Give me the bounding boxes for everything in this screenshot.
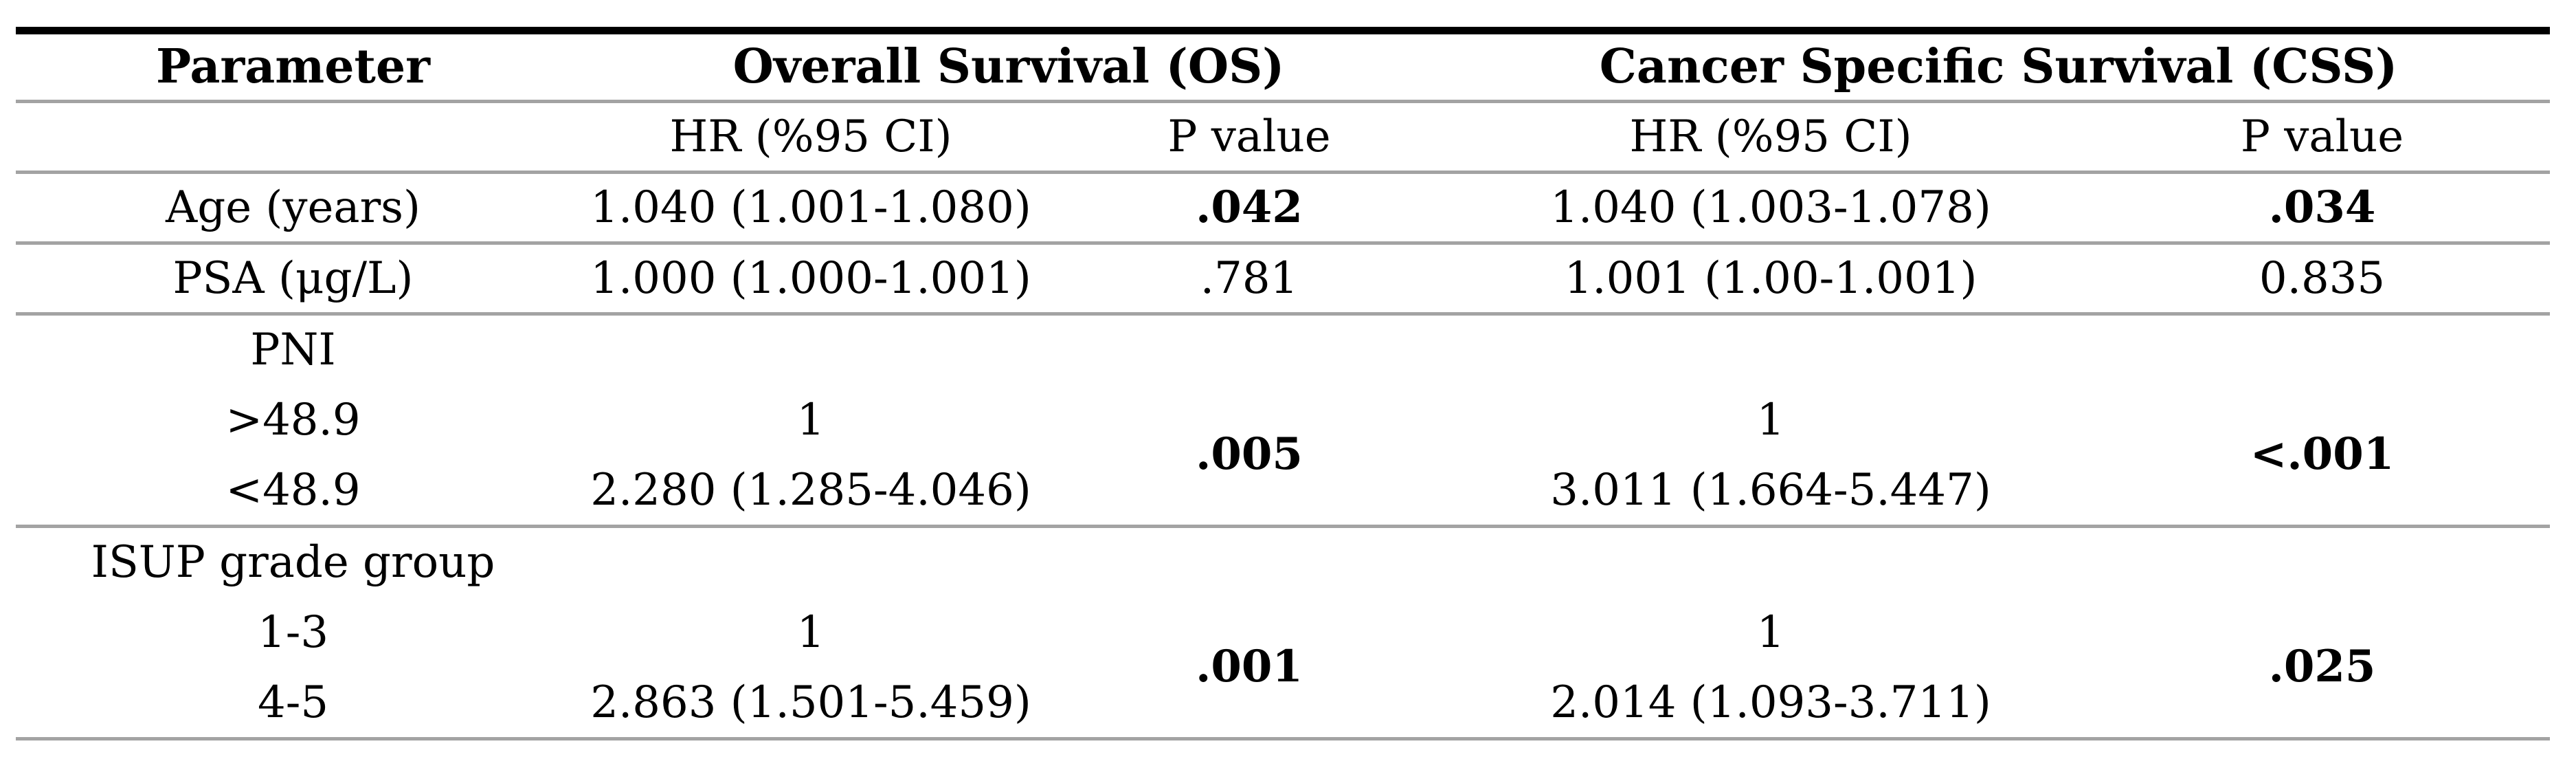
psa-css-hr: 1.001 (1.00-1.001): [1564, 252, 1978, 304]
psa-os-hr: 1.000 (1.000-1.001): [590, 252, 1031, 304]
psa-parameter-label: PSA (μg/L): [172, 252, 414, 304]
isup-os-pvalue-empty: [1051, 527, 1447, 597]
isup-os-pvalue: .001: [1196, 641, 1303, 693]
pni-gt489-label: >48.9: [225, 394, 361, 446]
row-age: Age (years) 1.040 (1.001-1.080) .042 1.0…: [16, 173, 2551, 243]
age-os-pvalue: .042: [1196, 181, 1303, 233]
pni-os-hr-empty: [570, 314, 1051, 385]
pni-os-pvalue-empty: [1051, 314, 1447, 385]
isup-13-os-hr: 1: [796, 606, 825, 658]
isup-13-label: 1-3: [257, 606, 329, 658]
subheader-css-pvalue: P value: [2240, 111, 2404, 162]
pni-os-pvalue: .005: [1196, 428, 1303, 481]
isup-css-hr-empty: [1447, 527, 2094, 597]
age-css-pvalue: .034: [2268, 181, 2376, 233]
isup-13-css-hr: 1: [1756, 606, 1785, 658]
psa-os-pvalue: .781: [1200, 252, 1299, 304]
header-overall-survival: Overall Survival (OS): [732, 39, 1285, 95]
isup-css-pvalue: .025: [2268, 641, 2376, 693]
table-subheader-row: HR (%95 CI) P value HR (%95 CI) P value: [16, 102, 2551, 173]
pni-lt489-os-hr: 2.280 (1.285-4.046): [590, 464, 1031, 516]
subheader-empty-cell: [16, 102, 570, 173]
row-pni-gt489: >48.9 1 .005 1 <.001: [16, 385, 2550, 479]
pni-css-hr-empty: [1447, 314, 2094, 385]
isup-45-label: 4-5: [257, 677, 329, 728]
psa-css-pvalue: 0.835: [2259, 252, 2386, 304]
pni-css-pvalue: <.001: [2250, 428, 2395, 481]
row-psa: PSA (μg/L) 1.000 (1.000-1.001) .781 1.00…: [16, 243, 2551, 314]
row-pni-label: PNI: [16, 314, 2550, 385]
row-isup-45: 4-5 2.863 (1.501-5.459) 2.014 (1.093-3.7…: [16, 668, 2551, 739]
subheader-os-pvalue: P value: [1167, 111, 1331, 162]
pni-lt489-label: <48.9: [225, 464, 361, 516]
age-os-hr: 1.040 (1.001-1.080): [590, 182, 1031, 233]
pni-lt489-css-hr: 3.011 (1.664-5.447): [1550, 464, 1991, 516]
pni-css-pvalue-empty: [2094, 314, 2550, 385]
age-parameter-label: Age (years): [166, 182, 421, 233]
subheader-css-hr: HR (%95 CI): [1629, 111, 1912, 162]
row-isup-label: ISUP grade group: [16, 527, 2550, 597]
table-header-row: Parameter Overall Survival (OS) Cancer S…: [16, 31, 2551, 102]
header-parameter: Parameter: [156, 39, 430, 95]
pni-gt489-os-hr: 1: [796, 394, 825, 446]
pni-parameter-label: PNI: [250, 325, 336, 376]
subheader-os-hr: HR (%95 CI): [669, 111, 952, 162]
isup-os-hr-empty: [570, 527, 1051, 597]
row-isup-13: 1-3 1 .001 1 .025: [16, 597, 2550, 691]
header-cancer-specific-survival: Cancer Specific Survival (CSS): [1599, 39, 2398, 95]
isup-45-css-hr: 2.014 (1.093-3.711): [1550, 677, 1991, 728]
pni-gt489-css-hr: 1: [1756, 394, 1785, 446]
isup-45-os-hr: 2.863 (1.501-5.459): [590, 677, 1031, 728]
multivariate-survival-table: Parameter Overall Survival (OS) Cancer S…: [16, 27, 2551, 740]
isup-parameter-label: ISUP grade group: [91, 537, 495, 589]
age-css-hr: 1.040 (1.003-1.078): [1550, 182, 1991, 233]
isup-css-pvalue-empty: [2094, 527, 2550, 597]
